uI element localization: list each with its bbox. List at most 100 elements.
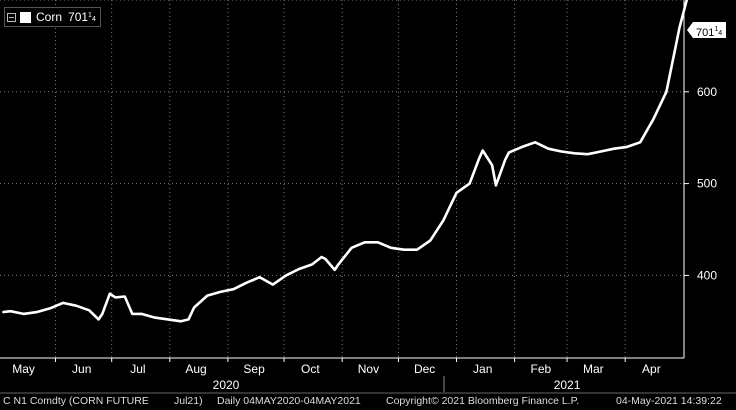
data-point [665, 90, 668, 93]
data-point [35, 311, 38, 314]
x-tick-label: Jan [473, 362, 492, 376]
y-tick-label: 600 [697, 85, 717, 99]
data-point [97, 318, 100, 321]
data-point [674, 44, 677, 47]
data-point [494, 184, 497, 187]
data-point [114, 296, 117, 299]
last-value-tag: 70114 [686, 22, 727, 39]
data-point [123, 295, 126, 298]
footer-copyright: Copyright© 2021 Bloomberg Finance L.P. [386, 395, 580, 407]
data-point [626, 145, 628, 148]
data-point [363, 241, 366, 244]
last-value-fraction: 14 [714, 26, 722, 37]
footer-timestamp: 04-May-2021 14:39:22 [616, 395, 722, 407]
data-point [521, 145, 524, 148]
data-point [131, 312, 134, 315]
fraction-denominator: 4 [718, 30, 723, 37]
data-point [376, 241, 379, 244]
x-tick-label: Jun [72, 362, 91, 376]
data-point [586, 153, 589, 156]
data-point [534, 141, 537, 144]
fraction-numerator: 1 [714, 26, 719, 33]
series-line [2, 0, 689, 323]
x-axis: May Jun Jul Aug Sep Oct Nov Dec Jan Feb Mar Apr 2020… [12, 358, 661, 392]
legend-collapse-icon[interactable] [7, 12, 16, 22]
data-point [48, 307, 51, 310]
x-year-label: 2021 [554, 378, 581, 392]
x-tick-label: Sep [243, 362, 265, 376]
data-point [206, 294, 209, 297]
data-point [350, 246, 353, 249]
data-point [88, 309, 91, 312]
data-point [245, 281, 248, 284]
data-point [599, 150, 602, 153]
footer-contract: Jul21) [174, 395, 203, 407]
data-point [187, 318, 190, 321]
data-point [180, 320, 182, 323]
data-point [285, 274, 287, 277]
x-tick-label: Apr [642, 362, 661, 376]
data-point [311, 263, 314, 266]
grid-lines [0, 0, 684, 358]
x-tick-label: Jul [130, 362, 145, 376]
data-point [166, 318, 169, 321]
data-point [481, 149, 484, 152]
data-point [573, 152, 576, 155]
data-point [193, 306, 196, 309]
x-tick-label: Mar [583, 362, 604, 376]
data-point [333, 268, 336, 271]
data-point [491, 164, 494, 167]
legend-value-fraction: 14 [88, 12, 96, 23]
fraction-numerator: 1 [88, 11, 92, 19]
data-point [678, 26, 681, 29]
data-point [403, 248, 405, 251]
data-point [22, 312, 25, 315]
x-tick-label: Oct [301, 362, 320, 376]
data-point [639, 141, 642, 144]
data-point [429, 239, 432, 242]
data-point [219, 290, 222, 293]
data-point [508, 151, 510, 154]
data-point [258, 276, 261, 279]
series-corn [2, 0, 689, 323]
data-point [320, 256, 323, 258]
data-point [9, 310, 12, 313]
data-point [153, 316, 156, 319]
data-point [337, 263, 340, 266]
x-tick-label: May [12, 362, 35, 376]
legend-series-name: Corn [36, 10, 63, 24]
data-point [389, 246, 392, 249]
data-point [232, 288, 235, 291]
legend-value: 701 [68, 10, 89, 24]
last-value: 701 [696, 27, 715, 39]
legend[interactable]: Corn 701 14 [4, 7, 101, 27]
x-tick-label: Aug [185, 362, 206, 376]
data-point [416, 248, 419, 251]
fraction-denominator: 4 [91, 15, 96, 23]
x-tick-label: Feb [530, 362, 551, 376]
footer-range: Daily 04MAY2020-04MAY2021 [217, 395, 361, 407]
y-tick-label: 500 [697, 177, 717, 191]
data-point [2, 311, 4, 314]
data-point [140, 312, 143, 315]
y-tick-label: 400 [697, 268, 717, 282]
data-point [62, 301, 64, 304]
data-point [455, 191, 458, 194]
data-point [468, 182, 471, 185]
data-point [442, 219, 445, 222]
y-axis: 400 500 600 [684, 85, 717, 282]
legend-swatch [20, 11, 31, 23]
data-point [75, 304, 78, 307]
x-year-label: 2020 [213, 378, 240, 392]
data-point [652, 118, 655, 121]
footer: C N1 Comdty (CORN FUTURE Jul21) Daily 04… [0, 393, 736, 410]
data-point [547, 147, 550, 150]
data-point [271, 283, 274, 286]
x-tick-label: Dec [414, 362, 435, 376]
data-point [298, 268, 301, 270]
data-point [324, 257, 327, 260]
footer-ticker: C N1 Comdty (CORN FUTURE [3, 395, 149, 407]
data-point [504, 158, 507, 161]
x-tick-label: Nov [358, 362, 379, 376]
